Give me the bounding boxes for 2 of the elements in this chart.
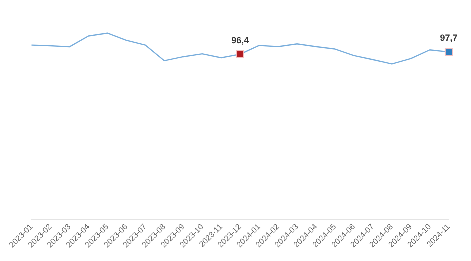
data-label: 97,7 xyxy=(440,33,458,44)
data-label: 96,4 xyxy=(232,35,250,46)
